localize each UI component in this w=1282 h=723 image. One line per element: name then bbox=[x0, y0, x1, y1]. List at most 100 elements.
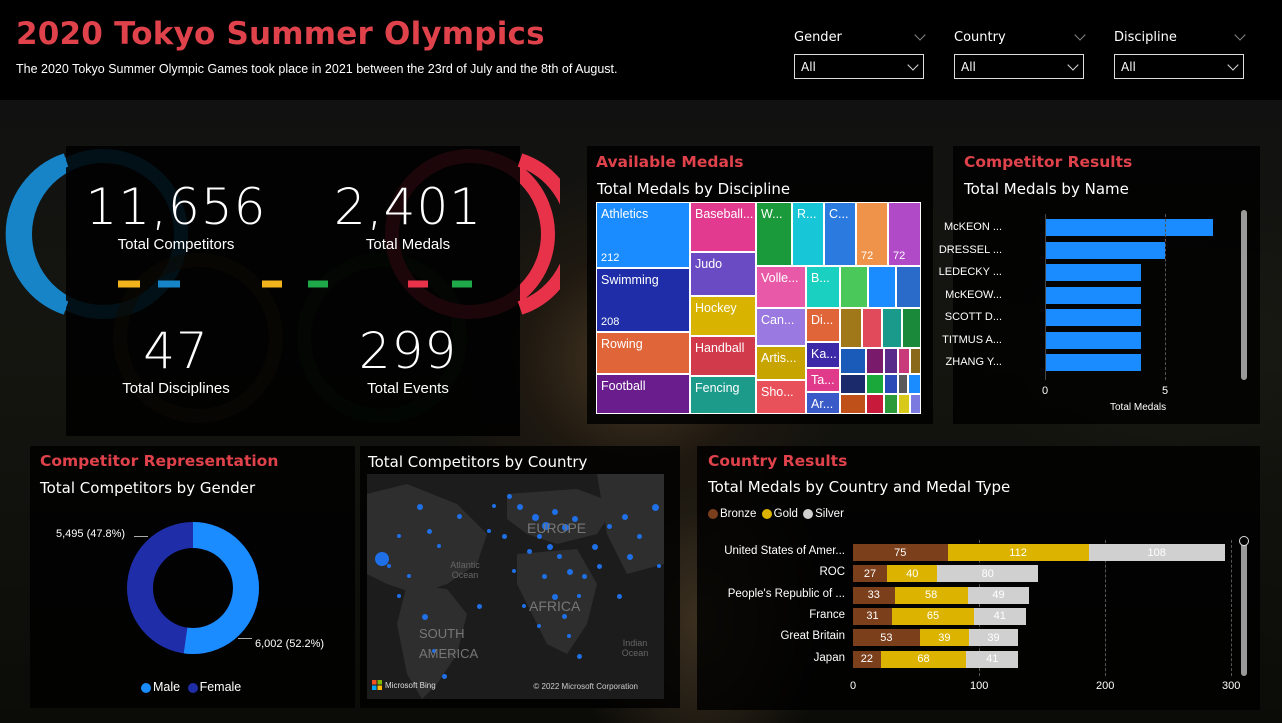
country-bar-row[interactable]: Great Britain 53 39 39 bbox=[708, 629, 1248, 647]
competitor-bar-row[interactable]: McKEOW... bbox=[945, 286, 1244, 305]
map-point[interactable] bbox=[422, 614, 428, 620]
treemap-cell[interactable] bbox=[896, 266, 921, 308]
slicer-discipline[interactable]: Discipline All bbox=[1114, 28, 1246, 79]
map-point[interactable] bbox=[657, 564, 661, 568]
map-point[interactable] bbox=[487, 529, 491, 533]
map-point[interactable] bbox=[572, 516, 578, 522]
competitor-bar[interactable] bbox=[1045, 219, 1213, 236]
map-point[interactable] bbox=[397, 594, 401, 598]
competitor-bar-row[interactable]: LEDECKY ... bbox=[939, 264, 1244, 282]
bar-segment-bronze[interactable]: 33 bbox=[853, 586, 895, 604]
map-point[interactable] bbox=[537, 624, 541, 628]
chevron-down-icon[interactable] bbox=[1074, 29, 1086, 41]
treemap-discipline[interactable]: Athletics 212 Swimming 208 Rowing Football… bbox=[596, 202, 921, 414]
treemap-cell[interactable]: Hockey bbox=[690, 296, 756, 336]
bar-segment-bronze[interactable]: 22 bbox=[853, 650, 881, 668]
treemap-cell[interactable] bbox=[902, 308, 921, 348]
treemap-cell[interactable] bbox=[862, 308, 882, 348]
scrollbar-thumb[interactable] bbox=[1241, 538, 1247, 676]
map-point[interactable] bbox=[607, 524, 612, 529]
map-point[interactable] bbox=[517, 504, 523, 510]
map-point[interactable] bbox=[542, 574, 547, 579]
bar-segment-gold[interactable]: 39 bbox=[919, 629, 969, 647]
scrollbar-thumb[interactable] bbox=[1241, 210, 1247, 380]
treemap-cell[interactable]: W... bbox=[756, 202, 792, 266]
country-bar-row[interactable]: ROC 27 40 80 bbox=[708, 565, 1248, 583]
map-point[interactable] bbox=[427, 529, 432, 534]
bar-segment-bronze[interactable]: 53 bbox=[853, 629, 920, 647]
bar-segment-bronze[interactable]: 75 bbox=[853, 544, 948, 561]
treemap-cell[interactable]: Swimming 208 bbox=[596, 268, 690, 332]
treemap-cell[interactable] bbox=[868, 266, 896, 308]
treemap-cell[interactable] bbox=[898, 374, 908, 394]
treemap-cell[interactable]: Di... bbox=[806, 308, 840, 342]
map-point[interactable] bbox=[417, 504, 423, 510]
slicer-country-dropdown[interactable]: All bbox=[954, 54, 1084, 79]
map-point[interactable] bbox=[552, 509, 558, 515]
treemap-cell[interactable] bbox=[840, 394, 866, 414]
treemap-cell[interactable] bbox=[840, 308, 862, 348]
treemap-cell[interactable] bbox=[866, 348, 884, 374]
treemap-cell[interactable] bbox=[898, 394, 910, 414]
map-point[interactable] bbox=[397, 534, 401, 538]
map-point[interactable] bbox=[622, 514, 628, 520]
treemap-cell[interactable]: R... bbox=[792, 202, 824, 266]
map-point[interactable] bbox=[542, 522, 550, 530]
map-point[interactable] bbox=[477, 604, 482, 609]
donut-slice-male[interactable] bbox=[127, 522, 259, 654]
slicer-gender-dropdown[interactable]: All bbox=[794, 54, 924, 79]
map-point[interactable] bbox=[567, 569, 573, 575]
competitor-bar[interactable] bbox=[1045, 264, 1141, 281]
map-point[interactable] bbox=[627, 554, 633, 560]
treemap-cell[interactable] bbox=[898, 348, 910, 374]
map-point[interactable] bbox=[457, 514, 462, 519]
competitor-bar-row[interactable]: SCOTT D... bbox=[945, 309, 1244, 327]
treemap-cell[interactable]: Can... bbox=[756, 308, 806, 346]
slicer-country[interactable]: Country All bbox=[954, 28, 1086, 79]
treemap-cell[interactable] bbox=[840, 348, 866, 374]
bar-segment-gold[interactable]: 40 bbox=[887, 565, 938, 583]
map-point[interactable] bbox=[592, 544, 598, 550]
treemap-cell[interactable] bbox=[884, 374, 898, 394]
bar-segment-silver[interactable]: 49 bbox=[967, 586, 1030, 604]
bar-segment-gold[interactable]: 112 bbox=[947, 544, 1089, 561]
competitor-bar-row[interactable]: DRESSEL ... bbox=[939, 241, 1244, 260]
country-bar-row[interactable]: United States of Amer... 75 112 108 bbox=[708, 544, 1248, 561]
bar-segment-bronze[interactable]: 27 bbox=[853, 565, 888, 583]
bar-segment-silver[interactable]: 41 bbox=[966, 650, 1019, 668]
map-point[interactable] bbox=[577, 594, 581, 598]
scrollbar[interactable] bbox=[1241, 210, 1247, 380]
treemap-cell[interactable]: C... bbox=[824, 202, 856, 266]
map-point[interactable] bbox=[512, 569, 516, 573]
treemap-cell[interactable]: Fencing bbox=[690, 376, 756, 414]
competitor-bar[interactable] bbox=[1045, 354, 1141, 371]
competitor-bar-row[interactable]: McKEON ... bbox=[944, 219, 1244, 237]
bar-segment-silver[interactable]: 108 bbox=[1088, 544, 1225, 561]
bar-segment-silver[interactable]: 39 bbox=[968, 629, 1019, 647]
treemap-cell[interactable]: Judo bbox=[690, 252, 756, 296]
map-point[interactable] bbox=[567, 634, 571, 638]
map-point[interactable] bbox=[637, 534, 642, 539]
treemap-cell[interactable] bbox=[866, 394, 884, 414]
competitor-bar[interactable] bbox=[1045, 241, 1165, 259]
country-bar-row[interactable]: People's Republic of ... 33 58 49 bbox=[708, 586, 1248, 604]
map-point[interactable] bbox=[652, 504, 659, 511]
treemap-cell[interactable]: 72 bbox=[856, 202, 888, 266]
world-map[interactable]: EUROPE AFRICA SOUTH AMERICA Atlantic Oce… bbox=[367, 474, 664, 699]
treemap-cell[interactable]: Ar... bbox=[806, 392, 840, 414]
chevron-down-icon[interactable] bbox=[1234, 29, 1246, 41]
competitor-bar[interactable] bbox=[1045, 331, 1141, 349]
treemap-cell[interactable] bbox=[884, 394, 898, 414]
treemap-cell[interactable]: Baseball... bbox=[690, 202, 756, 252]
gender-donut-chart[interactable] bbox=[120, 515, 270, 665]
treemap-cell[interactable] bbox=[884, 348, 898, 374]
bar-segment-silver[interactable]: 41 bbox=[973, 607, 1026, 625]
competitor-bar[interactable] bbox=[1045, 309, 1141, 326]
map-point[interactable] bbox=[407, 574, 411, 578]
map-point[interactable] bbox=[557, 554, 562, 559]
country-bar-row[interactable]: France 31 65 41 bbox=[708, 607, 1248, 625]
map-point[interactable] bbox=[522, 604, 526, 608]
map-point[interactable] bbox=[507, 494, 512, 499]
competitor-bar[interactable] bbox=[1045, 286, 1141, 304]
map-point[interactable] bbox=[387, 564, 391, 568]
